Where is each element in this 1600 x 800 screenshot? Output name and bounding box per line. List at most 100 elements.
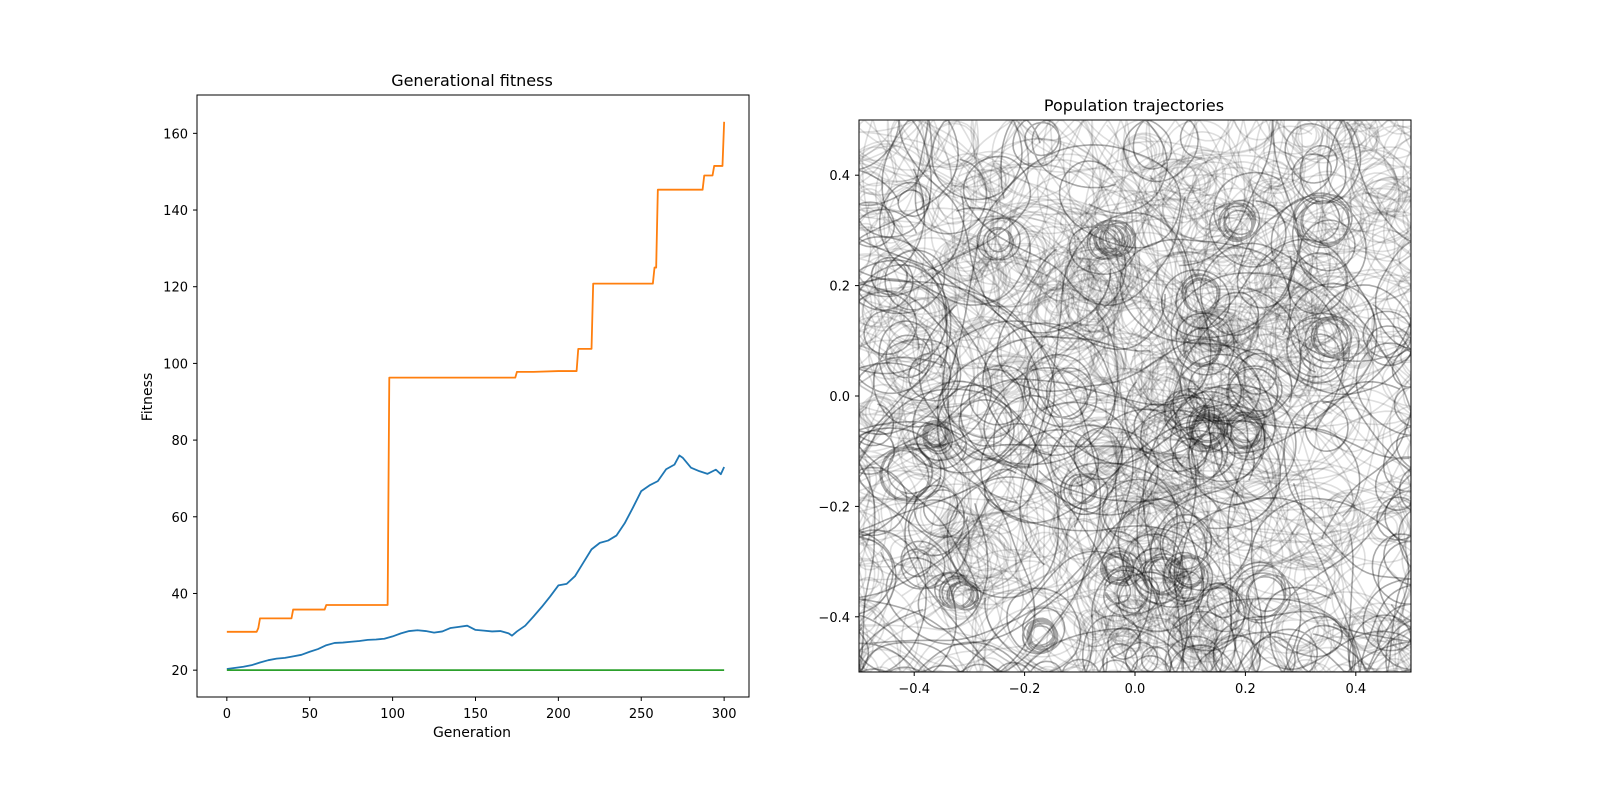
trajectory-line — [859, 203, 1025, 667]
trajectory-line — [1017, 292, 1106, 373]
trajectory-line — [939, 198, 1132, 438]
trajectory-line — [859, 315, 1350, 672]
trajectory-line — [962, 497, 1097, 672]
trajectory-line — [1247, 381, 1411, 670]
trajectory-line — [1326, 120, 1411, 672]
trajectory-line — [929, 554, 1347, 672]
trajectory-line — [1310, 120, 1411, 547]
trajectory-line — [885, 323, 958, 396]
trajectory-line — [1112, 420, 1193, 617]
trajectory-line — [1226, 287, 1302, 421]
trajectory-line — [1129, 315, 1260, 443]
trajectory-line — [859, 120, 1102, 672]
trajectory-line — [1102, 586, 1343, 672]
trajectory-line — [1102, 120, 1411, 502]
trajectory-line — [1059, 231, 1187, 395]
trajectory-line — [1174, 390, 1249, 460]
trajectory-line — [1183, 310, 1255, 369]
trajectory-line — [904, 336, 1150, 672]
trajectory-line — [1076, 308, 1295, 479]
x-tick-label: 0.4 — [1345, 682, 1366, 697]
trajectory-line — [859, 120, 1016, 285]
trajectory-line — [1110, 383, 1297, 659]
trajectory-line — [930, 163, 1204, 494]
trajectory-line — [1009, 159, 1268, 347]
fitness-series-1 — [226, 454, 725, 670]
trajectory-line — [1199, 302, 1268, 376]
trajectory-line — [1060, 229, 1141, 305]
trajectory-line — [1165, 306, 1281, 383]
trajectory-line — [1297, 190, 1371, 265]
trajectory-line — [1039, 539, 1161, 672]
trajectory-line — [1057, 439, 1255, 648]
trajectory-line — [1173, 497, 1411, 672]
trajectory-line — [917, 503, 989, 630]
trajectory-line — [1029, 199, 1411, 427]
trajectory-line — [1133, 576, 1395, 672]
trajectory-line — [930, 265, 1102, 382]
trajectory-line — [1218, 120, 1411, 250]
trajectory-line — [1191, 394, 1341, 605]
trajectory-line — [1012, 287, 1211, 514]
trajectory-line — [1119, 238, 1411, 396]
trajectory-line — [984, 587, 1082, 672]
trajectory-line — [919, 483, 1041, 606]
trajectory-line — [859, 249, 952, 369]
trajectory-line — [1205, 353, 1411, 654]
trajectory-line — [859, 120, 1123, 336]
trajectory-line — [859, 320, 962, 428]
trajectory-line — [1182, 515, 1411, 672]
trajectory-line — [866, 200, 1013, 267]
trajectory-line — [859, 120, 988, 375]
trajectory-line — [859, 196, 993, 503]
trajectory-line — [1179, 254, 1302, 420]
trajectory-line — [996, 248, 1276, 461]
trajectory-line — [1138, 476, 1213, 593]
trajectory-line — [859, 403, 1112, 587]
trajectory-line — [1208, 171, 1287, 268]
x-tick-label: 300 — [712, 707, 737, 722]
trajectory-line — [1049, 145, 1411, 335]
trajectory-line — [936, 144, 1182, 504]
trajectory-line — [859, 140, 1008, 224]
trajectory-line — [1019, 423, 1153, 507]
trajectory-line — [1053, 471, 1333, 672]
trajectory-line — [859, 120, 999, 409]
trajectory-line — [1081, 565, 1161, 672]
trajectory-line — [1099, 443, 1278, 584]
trajectory-line — [1076, 490, 1235, 633]
y-axis-label-fitness: Fitness — [140, 373, 156, 422]
trajectory-line — [918, 304, 1119, 466]
trajectory-line — [1195, 400, 1411, 672]
trajectory-line — [1044, 262, 1292, 580]
trajectory-line — [1086, 251, 1275, 422]
trajectory-line — [859, 401, 1134, 672]
y-tick-label: 160 — [163, 127, 188, 142]
trajectory-lines-group — [859, 120, 1411, 672]
trajectory-line — [859, 345, 921, 436]
fitness-x-ticks: 0 50 100 150 200 250 300 — [223, 697, 737, 722]
trajectory-line — [859, 395, 1303, 568]
trajectory-line — [1254, 170, 1381, 265]
trajectory-line — [890, 279, 1002, 476]
trajectory-line — [1114, 396, 1282, 530]
trajectory-line — [982, 322, 1197, 581]
trajectory-line — [1010, 167, 1303, 567]
trajectory-line — [859, 120, 1085, 587]
trajectory-line — [1071, 288, 1250, 441]
trajectory-line — [1117, 498, 1220, 608]
trajectory-line — [859, 321, 1039, 580]
trajectory-line — [1116, 285, 1411, 596]
trajectory-line — [940, 562, 1411, 672]
trajectory-line — [859, 260, 1223, 440]
trajectory-line — [1203, 424, 1411, 672]
chart-title-trajectories: Population trajectories — [1044, 96, 1224, 115]
trajectory-line — [1017, 120, 1222, 347]
trajectory-line — [1139, 428, 1265, 672]
trajectory-line — [1101, 545, 1285, 672]
trajectory-line — [953, 120, 1411, 585]
trajectory-line — [1009, 175, 1158, 286]
trajectory-line — [1168, 217, 1317, 498]
trajectory-line — [1287, 264, 1360, 322]
